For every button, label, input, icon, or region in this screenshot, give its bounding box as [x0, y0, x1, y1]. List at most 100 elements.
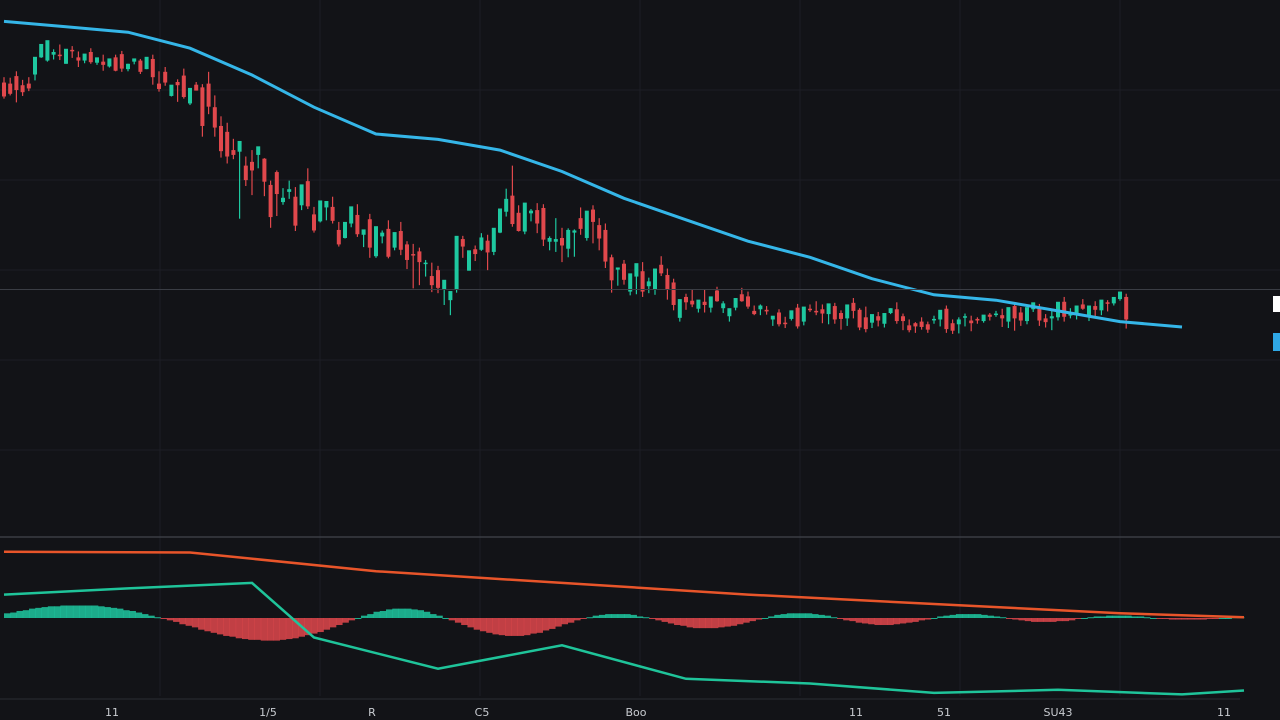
histogram-bar	[1162, 618, 1170, 619]
candle	[932, 315, 936, 324]
x-tick-label: SU43	[1043, 706, 1072, 719]
candle-body	[460, 239, 465, 247]
candle	[268, 180, 273, 228]
histogram-bar	[335, 618, 343, 626]
candle-body	[634, 263, 639, 277]
candle	[863, 306, 868, 333]
histogram-bar	[241, 618, 249, 640]
candle	[14, 71, 19, 103]
histogram-bar	[1175, 618, 1182, 620]
histogram-bar	[223, 618, 230, 636]
histogram-bar	[987, 615, 994, 618]
histogram-bar	[749, 618, 756, 622]
histogram-bar	[799, 613, 807, 618]
candle-body	[113, 57, 118, 71]
candle	[739, 287, 744, 302]
candle	[591, 205, 595, 244]
histogram-bar	[818, 614, 825, 618]
candle-body	[2, 82, 6, 97]
histogram-bar	[642, 617, 650, 619]
histogram-bar	[348, 618, 356, 621]
histogram-bar	[454, 618, 462, 623]
candle	[832, 302, 837, 324]
histogram-bar	[755, 618, 763, 620]
candle-body	[126, 63, 130, 70]
price-marker-white	[1273, 296, 1280, 312]
candle-body	[256, 146, 261, 155]
histogram-bar	[4, 613, 11, 618]
candle-body	[454, 235, 459, 290]
histogram-bar	[511, 618, 518, 636]
histogram-bar	[686, 618, 694, 628]
time-axis[interactable]: 11 1/5 R C5 Boo 11 51 SU43 11	[105, 706, 1231, 719]
histogram-bar	[905, 618, 913, 623]
oscillator-histogram	[4, 605, 1245, 641]
candle-body	[398, 231, 403, 250]
candle-body	[361, 229, 366, 235]
histogram-bar	[404, 608, 412, 618]
candle-body	[237, 140, 242, 152]
histogram-bar	[724, 618, 731, 627]
candle	[243, 156, 248, 186]
candle	[758, 304, 763, 316]
oscillator-pane[interactable]	[3, 550, 1245, 696]
candle-body	[491, 227, 496, 252]
histogram-bar	[473, 618, 481, 630]
candle	[1018, 307, 1023, 326]
candle	[522, 202, 527, 235]
candle	[219, 116, 223, 158]
candle	[764, 306, 769, 315]
candle	[39, 43, 44, 58]
histogram-bar	[323, 618, 331, 630]
histogram-bar	[1081, 618, 1088, 619]
histogram-bar	[667, 618, 675, 624]
candle	[367, 213, 372, 258]
histogram-bar	[229, 618, 237, 637]
histogram-bar	[517, 618, 525, 636]
histogram-bar	[135, 612, 143, 618]
candle	[181, 68, 186, 99]
price-pane[interactable]	[0, 19, 1280, 351]
candle	[206, 71, 211, 115]
candle	[1105, 300, 1110, 312]
candle	[398, 221, 403, 256]
candle-body	[45, 40, 50, 61]
histogram-bar	[1131, 616, 1138, 618]
histogram-bar	[1137, 616, 1145, 618]
price-marker-blue	[1273, 333, 1280, 351]
histogram-bar	[793, 613, 800, 618]
candle-body	[677, 299, 682, 318]
candle-body	[194, 84, 199, 91]
candle-body	[268, 184, 273, 218]
histogram-bar	[830, 617, 838, 619]
histogram-bar	[1006, 618, 1013, 619]
candle	[981, 314, 986, 323]
histogram-bar	[417, 610, 424, 618]
candle-body	[640, 271, 645, 292]
candle-body	[76, 57, 81, 61]
candle	[907, 319, 912, 333]
candle-body	[436, 270, 440, 288]
candle-body	[386, 228, 391, 257]
candle	[411, 243, 416, 289]
candle	[448, 291, 453, 316]
histogram-bar	[461, 618, 468, 626]
candle-body	[746, 296, 750, 307]
histogram-bar	[185, 618, 193, 626]
candle	[392, 232, 397, 251]
candle	[324, 201, 329, 221]
histogram-bar	[768, 616, 775, 618]
candle	[950, 319, 955, 334]
candle-body	[82, 53, 87, 61]
candle-body	[144, 56, 149, 70]
candle	[312, 206, 316, 233]
candle	[212, 95, 217, 137]
candle	[783, 316, 788, 329]
histogram-bar	[617, 614, 625, 618]
histogram-bar	[179, 618, 187, 625]
histogram-bar	[1193, 618, 1201, 620]
histogram-bar	[1062, 618, 1070, 622]
candle	[894, 302, 899, 324]
candle-body	[715, 290, 719, 302]
